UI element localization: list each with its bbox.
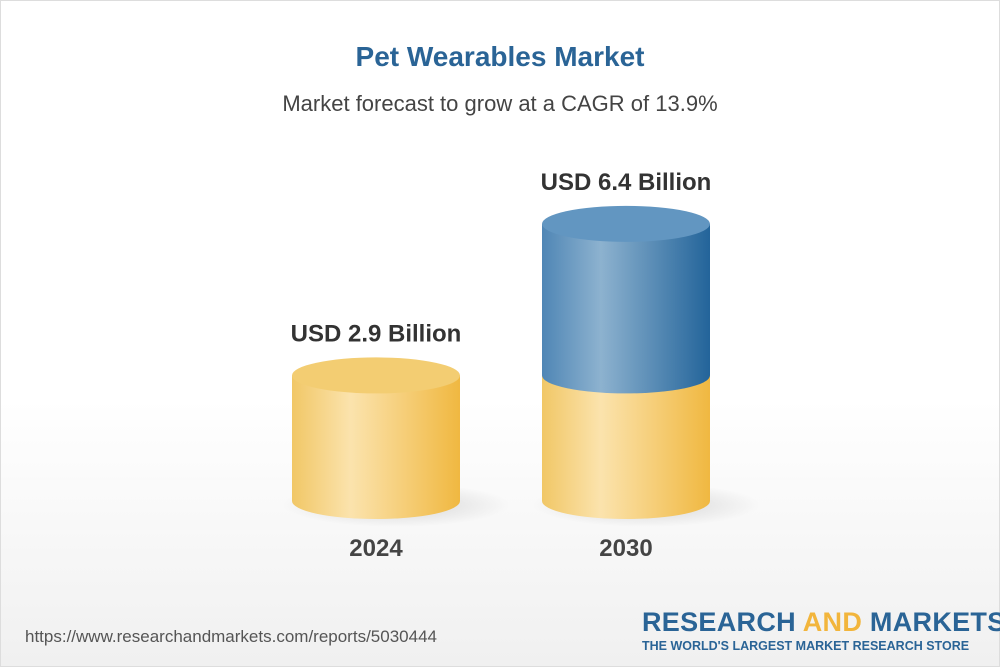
bar-top-cap	[542, 205, 710, 242]
bar-2030-growth	[542, 223, 710, 394]
data-label: USD 2.9 Billion	[291, 320, 462, 347]
bar-2030-base	[542, 375, 710, 519]
chart-subtitle: Market forecast to grow at a CAGR of 13.…	[282, 91, 718, 116]
research-and-markets-logo: RESEARCH AND MARKETS THE WORLD'S LARGEST…	[642, 607, 1000, 653]
bar-top-cap	[292, 357, 460, 394]
bar-2024-base	[292, 375, 460, 519]
chart-title: Pet Wearables Market	[355, 41, 645, 72]
x-tick-label: 2030	[599, 535, 652, 562]
data-label: USD 6.4 Billion	[541, 169, 712, 196]
x-tick-label: 2024	[349, 535, 403, 562]
report-url[interactable]: https://www.researchandmarkets.com/repor…	[25, 627, 437, 646]
